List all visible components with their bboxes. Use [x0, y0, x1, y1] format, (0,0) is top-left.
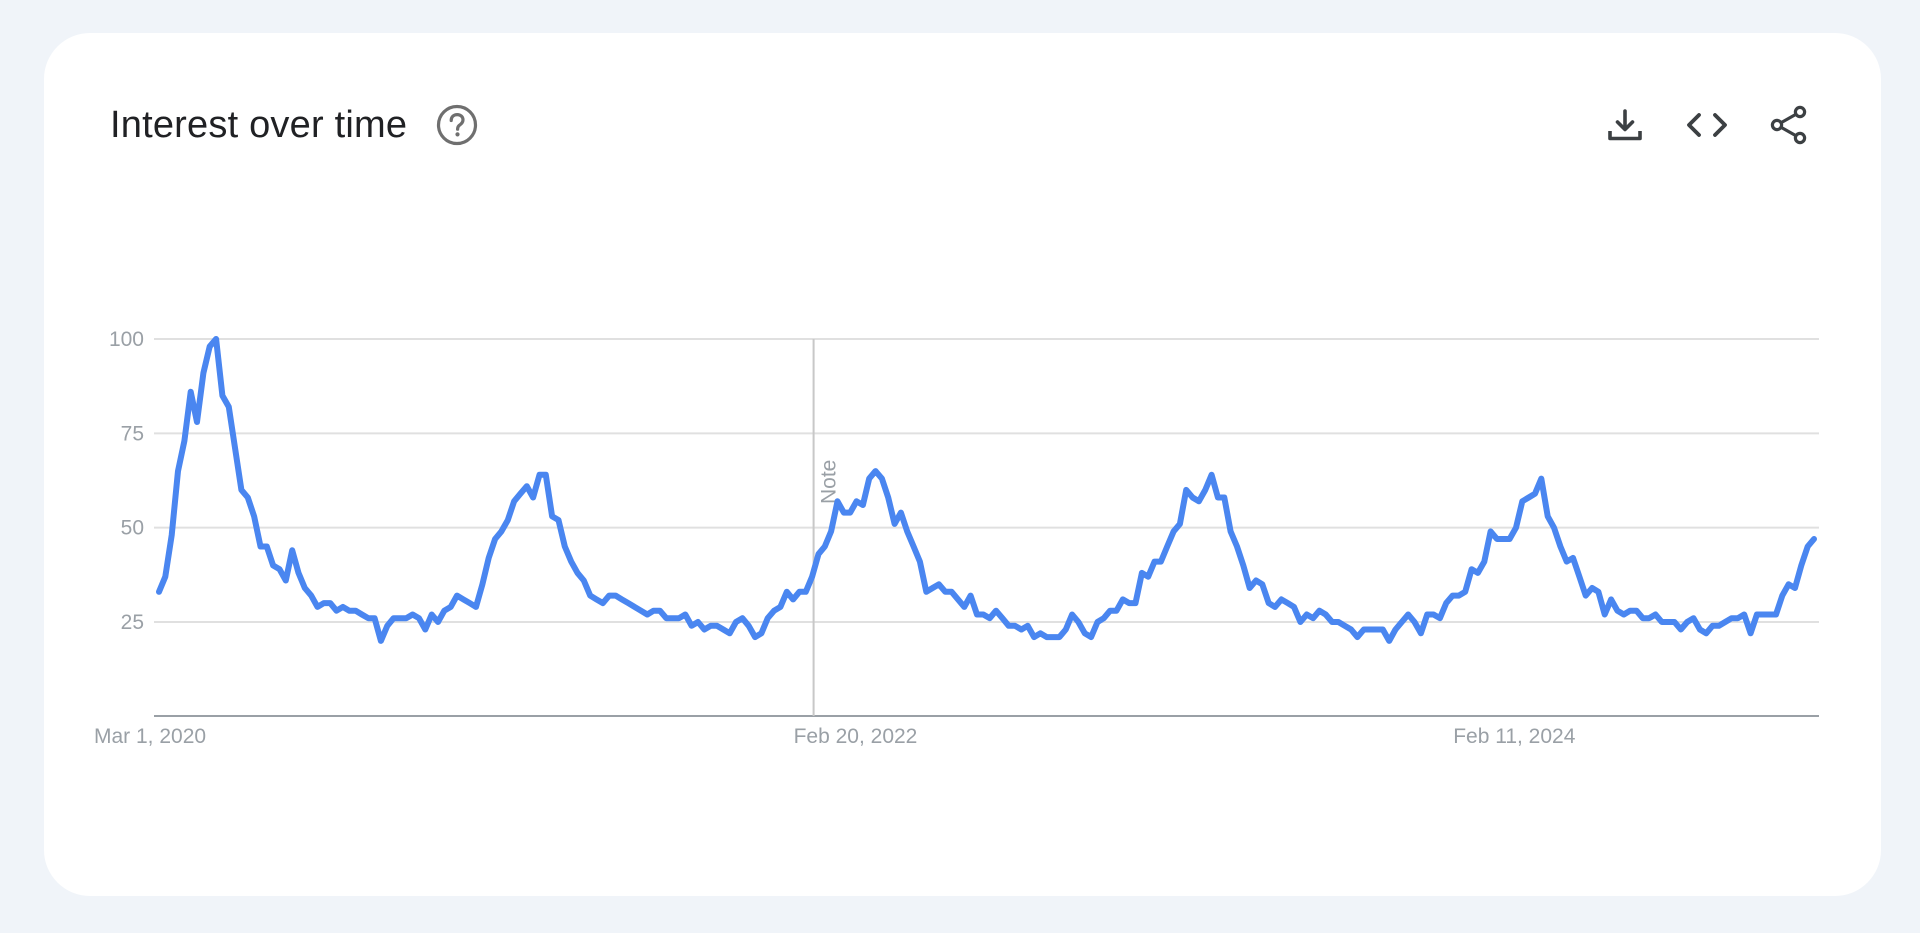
card-title: Interest over time — [110, 103, 408, 146]
x-tick-label: Mar 1, 2020 — [94, 725, 206, 748]
x-tick-label: Feb 11, 2024 — [1453, 725, 1576, 748]
help-circle-icon[interactable] — [435, 103, 479, 147]
y-tick-label: 75 — [121, 422, 144, 445]
download-icon[interactable] — [1599, 99, 1651, 151]
y-tick-label: 25 — [121, 611, 144, 634]
y-tick-label: 50 — [121, 517, 144, 540]
y-tick-label: 100 — [109, 328, 144, 351]
interest-over-time-card: Interest over time — [44, 33, 1881, 896]
share-icon[interactable] — [1763, 99, 1815, 151]
x-tick-label: Feb 20, 2022 — [794, 725, 918, 748]
note-label: Note — [818, 460, 841, 504]
card-header: Interest over time — [110, 95, 1815, 155]
interest-line-chart: 25 50 75 100 Mar 1, 2020 Feb 20, 2022 Feb 11, … — [94, 328, 1819, 748]
embed-code-icon[interactable] — [1681, 99, 1733, 151]
chart-actions — [1599, 99, 1815, 151]
series-line — [156, 336, 1817, 644]
